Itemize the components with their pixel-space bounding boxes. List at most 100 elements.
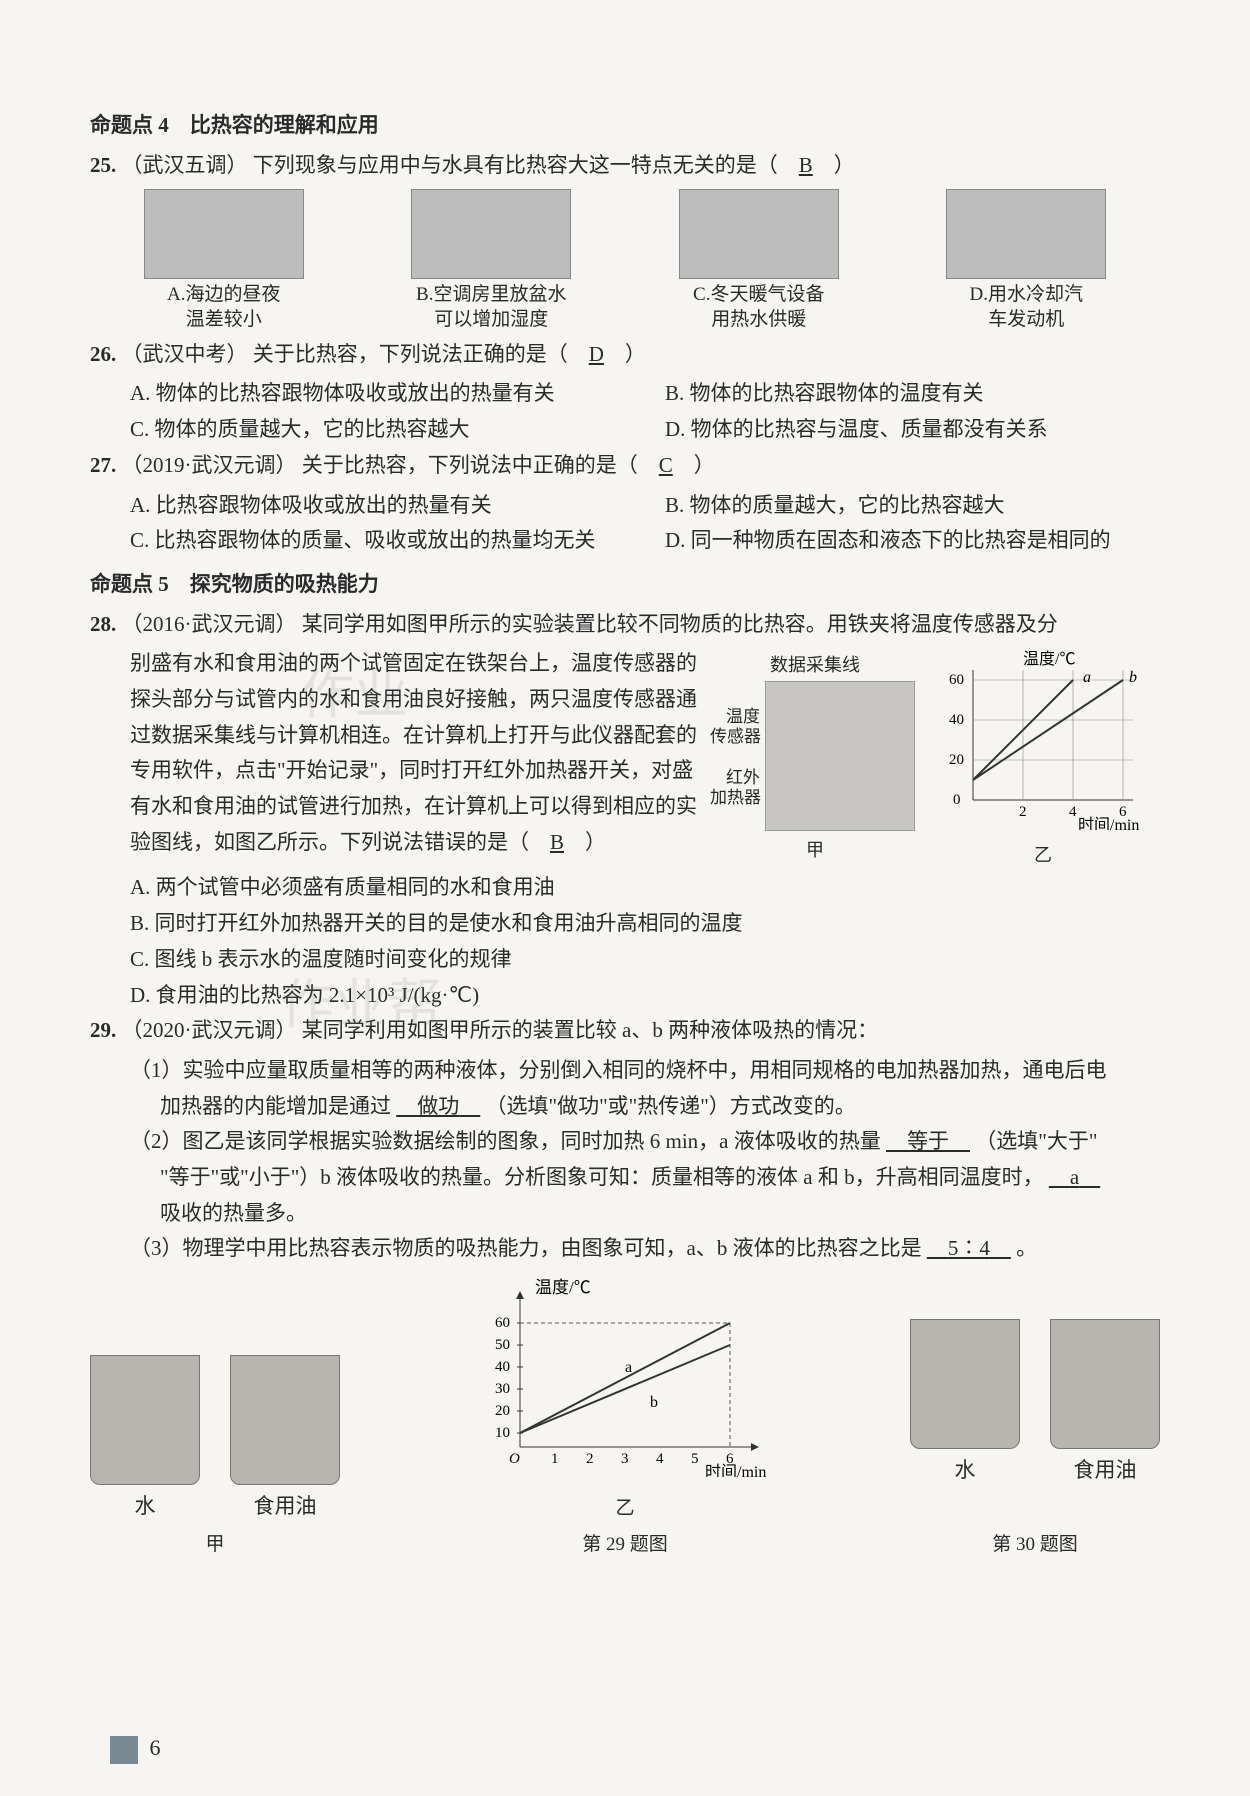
q29-p2c: 吸收的热量多。 — [90, 1196, 1160, 1232]
svg-text:b: b — [650, 1394, 658, 1411]
q27-src: （2019·武汉元调） — [122, 453, 297, 477]
q25-optC: C.冬天暖气设备用热水供暖 — [649, 189, 869, 332]
q29-p3-blank: 5∶4 — [948, 1236, 990, 1260]
q29-yi-label: 乙 — [475, 1493, 775, 1525]
q26-D: D. 物体的比热容与温度、质量都没有关系 — [625, 412, 1160, 448]
page-bar-icon — [110, 1736, 138, 1764]
q26-A: A. 物体的比热容跟物体吸收或放出的热量有关 — [90, 376, 625, 412]
q28-B: B. 同时打开红外加热器开关的目的是使水和食用油升高相同的温度 — [90, 906, 1160, 942]
svg-text:4: 4 — [656, 1451, 664, 1467]
q29-oil-label: 食用油 — [230, 1489, 340, 1525]
svg-text:20: 20 — [949, 752, 964, 768]
q25-src: （武汉五调） — [122, 153, 248, 177]
q29-p1-blank: 做功 — [417, 1094, 459, 1118]
svg-text:O: O — [509, 1451, 520, 1467]
q26-num: 26. — [90, 342, 116, 366]
q28-C: C. 图线 b 表示水的温度随时间变化的规律 — [90, 942, 1160, 978]
svg-text:3: 3 — [621, 1451, 629, 1467]
q29-p3-post: 。 — [1016, 1236, 1037, 1260]
q29-p2a-post: （选填"大于" — [975, 1129, 1097, 1153]
q29-src: （2020·武汉元调） — [122, 1018, 297, 1042]
section4-title: 命题点 4 比热容的理解和应用 — [90, 108, 1160, 144]
svg-text:0: 0 — [953, 792, 961, 808]
svg-text:60: 60 — [495, 1315, 510, 1331]
q26-C: C. 物体的质量越大，它的比热容越大 — [90, 412, 625, 448]
q30-beakers: 水 食用油 — [910, 1319, 1160, 1489]
q28-D: D. 食用油的比热容为 2.1×10³ J/(kg·℃) — [90, 978, 1160, 1014]
section5-title: 命题点 5 探究物质的吸热能力 — [90, 567, 1160, 603]
q28-src: （2016·武汉元调） — [122, 612, 297, 636]
svg-text:1: 1 — [551, 1451, 559, 1467]
q27-num: 27. — [90, 453, 116, 477]
svg-text:40: 40 — [495, 1359, 510, 1375]
q29-p3-pre: （3）物理学中用比热容表示物质的吸热能力，由图象可知，a、b 液体的比热容之比是 — [130, 1236, 922, 1260]
q27-options: A. 比热容跟物体吸收或放出的热量有关 B. 物体的质量越大，它的比热容越大 C… — [90, 488, 1160, 559]
q25-imgC — [679, 189, 839, 279]
q28-ylabel: 温度/℃ — [1023, 650, 1075, 668]
q30-oil-label: 食用油 — [1050, 1453, 1160, 1489]
q25-answer: B — [799, 153, 813, 177]
q27-answer: C — [659, 453, 673, 477]
q29-p1b: 加热器的内能增加是通过 做功 （选填"做功"或"热传递"）方式改变的。 — [90, 1089, 1160, 1125]
q29-p2b-pre: "等于"或"小于"）b 液体吸收的热量。分析图象可知：质量相等的液体 a 和 b… — [160, 1165, 1044, 1189]
q25-optB-l1: B.空调房里放盆水 — [416, 284, 566, 305]
q25-num: 25. — [90, 153, 116, 177]
q30-water-label: 水 — [910, 1453, 1020, 1489]
q29-p2a-pre: （2）图乙是该同学根据实验数据绘制的图象，同时加热 6 min，a 液体吸收的热… — [130, 1129, 881, 1153]
q30-beaker-water — [910, 1319, 1020, 1449]
page-number: 6 — [110, 1729, 161, 1766]
q29-p1b-pre: 加热器的内能增加是通过 — [160, 1094, 391, 1118]
q25-optB-l2: 可以增加湿度 — [434, 309, 548, 330]
q25: 25. （武汉五调） 下列现象与应用中与水具有比热容大这一特点无关的是（ B ） — [90, 148, 1160, 184]
q25-optA-l1: A.海边的昼夜 — [167, 284, 280, 305]
svg-text:50: 50 — [495, 1337, 510, 1353]
q29-caption: 第 29 题图 — [475, 1529, 775, 1561]
q27: 27. （2019·武汉元调） 关于比热容，下列说法中正确的是（ C ） — [90, 448, 1160, 484]
svg-text:温度/℃: 温度/℃ — [535, 1278, 591, 1297]
q28-figures: 数据采集线 温度 传感器 红外 加热器 甲 温度/℃ — [710, 646, 1160, 870]
svg-text:40: 40 — [949, 712, 964, 728]
q28-yi: 乙 — [928, 840, 1158, 871]
q28-stem-p1: 某同学用如图甲所示的实验装置比较不同物质的比热容。用铁夹将温度传感器及分 — [302, 612, 1058, 636]
q26-options: A. 物体的比热容跟物体吸收或放出的热量有关 B. 物体的比热容跟物体的温度有关… — [90, 376, 1160, 447]
q29-p2a: （2）图乙是该同学根据实验数据绘制的图象，同时加热 6 min，a 液体吸收的热… — [90, 1124, 1160, 1160]
q25-optD-l2: 车发动机 — [988, 309, 1064, 330]
q28-num: 28. — [90, 612, 116, 636]
q25-optC-l1: C.冬天暖气设备 — [693, 284, 824, 305]
q25-imgB — [411, 189, 571, 279]
q25-options: A.海边的昼夜温差较小 B.空调房里放盆水可以增加湿度 C.冬天暖气设备用热水供… — [90, 189, 1160, 332]
svg-text:b: b — [1129, 669, 1137, 686]
q29-jia-beakers: 水 食用油 — [90, 1355, 340, 1525]
q28-apparatus-img — [765, 681, 915, 831]
page-num-value: 6 — [150, 1735, 161, 1760]
q29-jia-label: 甲 — [90, 1529, 340, 1561]
q29-beaker-oil — [230, 1355, 340, 1485]
q27-B: B. 物体的质量越大，它的比热容越大 — [625, 488, 1160, 524]
q28-body: 别盛有水和食用油的两个试管固定在铁架台上，温度传感器的探头部分与试管内的水和食用… — [90, 646, 700, 870]
q28-stem-body: 别盛有水和食用油的两个试管固定在铁架台上，温度传感器的探头部分与试管内的水和食用… — [130, 651, 697, 853]
svg-text:a: a — [1083, 669, 1091, 686]
q29-p2-blank2: a — [1070, 1165, 1079, 1189]
q25-optD: D.用水冷却汽车发动机 — [916, 189, 1136, 332]
svg-text:2: 2 — [1019, 804, 1027, 820]
q26-B: B. 物体的比热容跟物体的温度有关 — [625, 376, 1160, 412]
q30-caption: 第 30 题图 — [910, 1529, 1160, 1561]
q29-p2b: "等于"或"小于"）b 液体吸收的热量。分析图象可知：质量相等的液体 a 和 b… — [90, 1160, 1160, 1196]
svg-text:4: 4 — [1069, 804, 1077, 820]
q25-optD-l1: D.用水冷却汽 — [970, 284, 1083, 305]
q25-optA-l2: 温差较小 — [186, 309, 262, 330]
q25-optA: A.海边的昼夜温差较小 — [114, 189, 334, 332]
q25-stem: 下列现象与应用中与水具有比热容大这一特点无关的是 — [253, 153, 757, 177]
q29-chart: 温度/℃ 10 20 30 40 50 60 1 2 3 4 5 6 — [475, 1277, 775, 1477]
svg-text:20: 20 — [495, 1403, 510, 1419]
q25-imgA — [144, 189, 304, 279]
q28-heater-label: 红外 加热器 — [710, 768, 760, 809]
svg-text:5: 5 — [691, 1451, 699, 1467]
svg-text:2: 2 — [586, 1451, 594, 1467]
svg-text:a: a — [625, 1359, 632, 1376]
q28-cable-label: 数据采集线 — [710, 650, 920, 681]
q29-p2-blank1: 等于 — [907, 1129, 949, 1153]
q28-chart: 温度/℃ 0 20 40 60 2 — [933, 650, 1153, 830]
q28-answer: B — [550, 830, 564, 854]
q28-sensor-label: 温度 传感器 — [710, 707, 760, 748]
